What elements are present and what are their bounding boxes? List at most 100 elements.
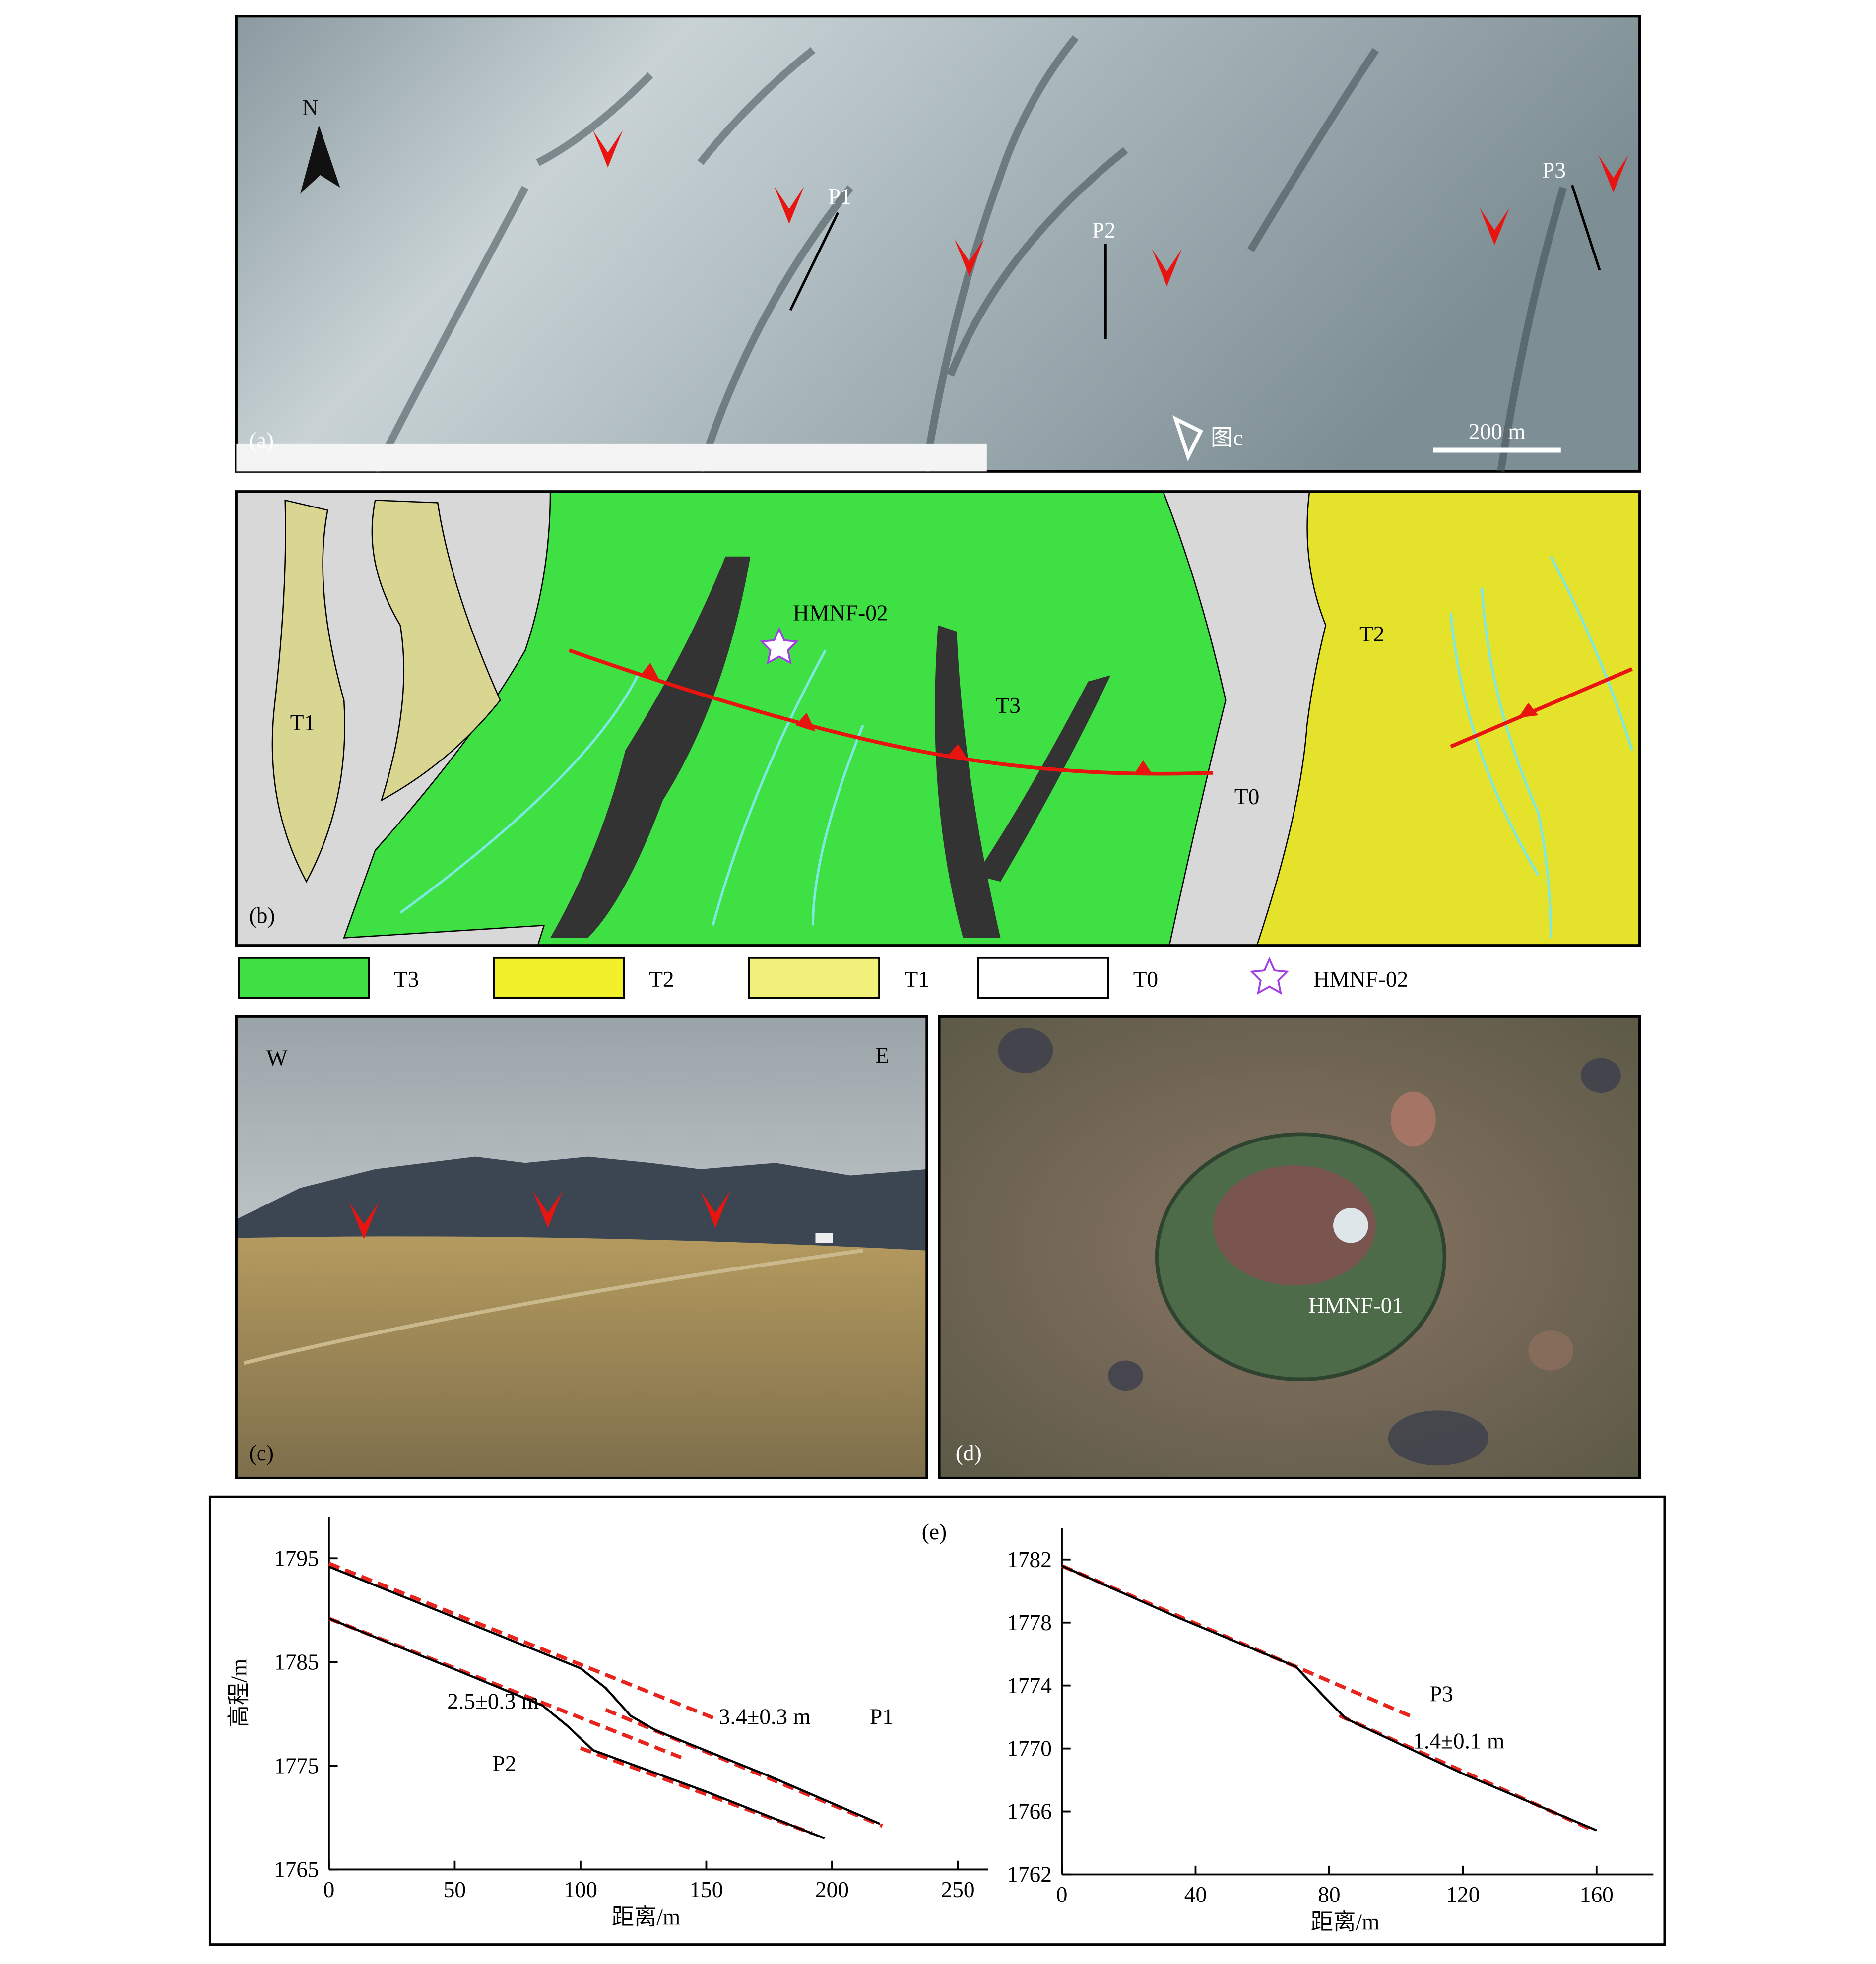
panel-label: (d) [956, 1441, 982, 1465]
image-edge [236, 443, 987, 472]
profile-line [789, 212, 840, 311]
sample-label: HMNF-01 [1308, 1293, 1404, 1318]
profile-line [1571, 185, 1601, 271]
x-tick-label: 250 [941, 1877, 974, 1902]
fault-trace [568, 648, 1214, 776]
sample-label: HMNF-02 [793, 600, 888, 625]
y-axis-label: 高程/m [227, 1659, 252, 1728]
incised-channel [975, 675, 1111, 882]
x-axis-label: 距离/m [612, 1904, 681, 1929]
legend-swatch [238, 956, 370, 999]
y-tick-label: 1765 [274, 1857, 319, 1882]
fit-line [605, 1708, 883, 1828]
y-tick-label: 1795 [274, 1546, 319, 1571]
panel-frame [208, 1495, 1666, 1946]
panel-label: (c) [249, 1441, 274, 1465]
unit-label: T1 [290, 710, 315, 735]
fault-trace [1450, 667, 1633, 749]
profile-label: P1 [828, 184, 852, 209]
incised-channel [550, 556, 751, 938]
panel-frame [235, 1015, 928, 1479]
legend-label: T2 [649, 967, 674, 992]
view-icon [1172, 415, 1203, 461]
panel-frame [235, 490, 1641, 947]
terrace-t2 [1256, 491, 1640, 946]
x-tick-label: 160 [1580, 1882, 1614, 1907]
y-tick-label: 1770 [1007, 1736, 1052, 1761]
panel-frame [938, 1015, 1641, 1479]
profile-line [328, 1617, 825, 1839]
y-tick-label: 1782 [1007, 1547, 1052, 1572]
direction-label: E [875, 1043, 889, 1068]
profile-line [1061, 1565, 1597, 1832]
profile-line [328, 1565, 881, 1825]
y-tick-label: 1762 [1007, 1862, 1052, 1887]
y-tick-label: 1785 [274, 1649, 319, 1674]
north-label: N [302, 95, 319, 120]
streams [399, 556, 1633, 938]
sample-star [759, 627, 799, 665]
sample-rocks [1213, 1165, 1376, 1286]
panel-label: (a) [249, 428, 274, 452]
legend-swatch [977, 956, 1109, 999]
legend-swatch [748, 956, 880, 999]
x-tick-label: 150 [689, 1877, 723, 1902]
fit-line [580, 1746, 813, 1835]
stones [998, 1028, 1621, 1466]
panel-a: N P1 P2 P3 图c 200 m (a) [235, 15, 1641, 473]
x-tick-label: 40 [1184, 1882, 1207, 1907]
panel-b: HMNF-02 T1 T3 T0 T2 (b) [235, 490, 1641, 947]
x-tick-label: 120 [1446, 1882, 1480, 1907]
legend-label: HMNF-02 [1313, 967, 1409, 992]
mountains [236, 1156, 927, 1263]
panel-label: (b) [249, 903, 275, 928]
annotation: 2.5±0.3 m [447, 1689, 539, 1713]
panel-label: (e) [922, 1520, 947, 1544]
compass [1333, 1208, 1368, 1243]
channels [372, 35, 1567, 473]
panel-c: W E (c) [235, 1015, 928, 1479]
photo-label: 图c [1211, 425, 1243, 450]
x-tick-label: 200 [815, 1877, 849, 1902]
annotation: 1.4±0.1 m [1413, 1729, 1504, 1754]
unit-label: T0 [1234, 784, 1259, 809]
y-tick-label: 1778 [1007, 1610, 1052, 1635]
x-axis-label: 距离/m [1311, 1909, 1380, 1934]
track [243, 1248, 863, 1365]
x-tick-label: 0 [1056, 1882, 1068, 1907]
car [815, 1233, 833, 1243]
charts: 0 50 100 150 200 250 1765 1775 1785 1795 距离/m 高程/m 3… [227, 1517, 1654, 1934]
legend-star [1250, 956, 1289, 995]
panel-d: HMNF-01 (d) [938, 1015, 1641, 1479]
fault-teeth [640, 662, 1539, 775]
legend-swatch [493, 956, 625, 999]
y-tick-label: 1766 [1007, 1799, 1052, 1824]
legend: T3 T2 T1 T0 HMNF-02 [238, 956, 1409, 999]
profile-label: P3 [1542, 158, 1566, 183]
annotation: P2 [492, 1751, 516, 1776]
ground [236, 1236, 927, 1478]
incised-channel [935, 625, 1001, 938]
annotation: 3.4±0.3 m [719, 1705, 811, 1729]
annotation: P1 [870, 1705, 894, 1729]
terrace-t1 [271, 499, 345, 883]
north-arrow [300, 125, 340, 194]
x-tick-label: 100 [564, 1877, 597, 1902]
annotation: P3 [1429, 1681, 1453, 1706]
y-tick-label: 1775 [274, 1753, 319, 1778]
profile-label: P2 [1092, 218, 1116, 243]
legend-label: T0 [1133, 967, 1158, 992]
y-tick-label: 1774 [1007, 1673, 1052, 1698]
terrace-t1 [371, 500, 501, 802]
direction-label: W [266, 1046, 288, 1071]
legend-label: T3 [394, 967, 419, 992]
x-tick-label: 0 [323, 1877, 335, 1902]
x-tick-label: 50 [444, 1877, 466, 1902]
scale-label: 200 m [1469, 419, 1526, 444]
unit-label: T3 [995, 693, 1020, 718]
legend-label: T1 [904, 967, 929, 992]
x-tick-label: 80 [1318, 1882, 1340, 1907]
unit-label: T2 [1359, 622, 1384, 646]
